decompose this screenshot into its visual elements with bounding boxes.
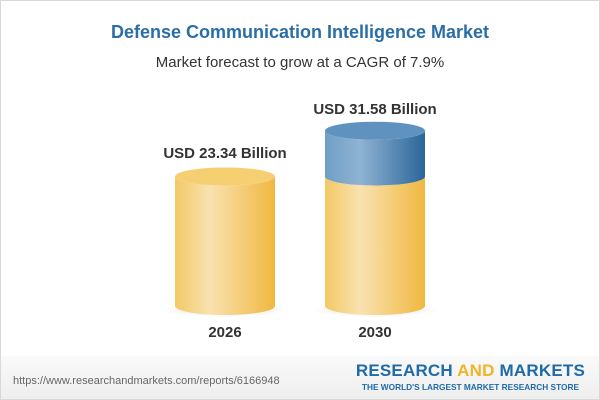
bar-base-2030 xyxy=(325,176,425,315)
bar-top-2030 xyxy=(325,121,425,140)
source-url[interactable]: https://www.researchandmarkets.com/repor… xyxy=(13,375,280,387)
brand-markets: MARKETS xyxy=(494,361,585,380)
brand-logo: RESEARCH AND MARKETS THE WORLD'S LARGEST… xyxy=(356,361,585,392)
brand-research: RESEARCH xyxy=(355,361,458,380)
chart-title: Defense Communication Intelligence Marke… xyxy=(110,22,490,42)
footer: https://www.researchandmarkets.com/repor… xyxy=(1,356,599,399)
bar-top-2026 xyxy=(175,167,275,186)
x-tick-2026: 2026 xyxy=(208,324,241,341)
bar-growth-2030 xyxy=(325,130,425,186)
data-label-2026: USD 23.34 Billion xyxy=(163,145,286,162)
data-label-2030: USD 31.58 Billion xyxy=(313,101,436,118)
bar-base-2026 xyxy=(175,176,275,315)
brand-tagline: THE WORLD'S LARGEST MARKET RESEARCH STOR… xyxy=(361,382,579,392)
x-tick-2030: 2030 xyxy=(358,324,391,341)
chart-subtitle: Market forecast to grow at a CAGR of 7.9… xyxy=(155,54,445,71)
brand-and: AND xyxy=(457,361,495,380)
